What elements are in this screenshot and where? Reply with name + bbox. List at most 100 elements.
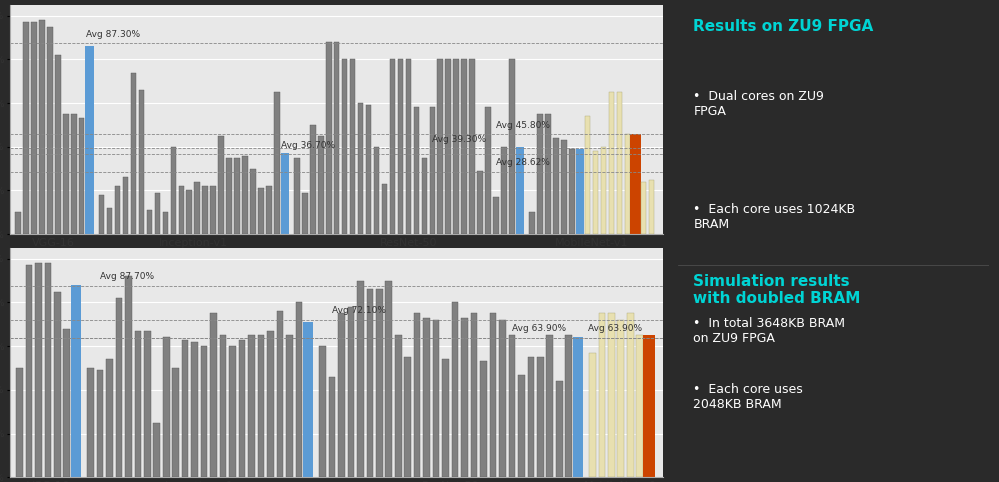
Bar [116,298,122,477]
Bar [561,140,566,234]
Bar [478,171,483,234]
Bar [258,335,265,477]
Bar [201,346,208,477]
Bar [443,359,449,477]
Bar [310,125,316,234]
Bar [294,158,300,234]
Bar [123,177,128,234]
Bar [627,313,633,477]
Bar [274,92,280,234]
Bar [486,107,491,234]
Bar [182,340,189,477]
Bar [71,114,77,234]
Bar [386,281,392,477]
Bar [553,138,558,234]
Bar [173,368,179,477]
Bar [598,313,605,477]
Bar [494,197,499,234]
Bar [147,210,152,234]
Bar [500,320,505,477]
Bar [342,59,348,234]
Text: Simulation results
with doubled BRAM: Simulation results with doubled BRAM [693,274,861,307]
Bar [64,329,70,477]
Bar [589,353,595,477]
Bar [367,289,374,477]
Bar [617,320,624,477]
Text: •  Dual cores on ZU9
FPGA: • Dual cores on ZU9 FPGA [693,90,824,118]
Bar [462,59,467,234]
Bar [277,311,283,477]
Bar [422,158,428,234]
Bar [155,193,160,234]
Bar [584,116,590,234]
Bar [462,318,468,477]
Bar [266,186,272,234]
Bar [636,335,643,477]
Bar [334,42,340,234]
Bar [139,90,144,234]
Text: •  In total 3648KB BRAM
on ZU9 FPGA: • In total 3648KB BRAM on ZU9 FPGA [693,317,845,345]
Text: •  Each core uses
2048KB BRAM: • Each core uses 2048KB BRAM [693,383,803,411]
Text: Avg 45.80%: Avg 45.80% [497,120,550,130]
Bar [433,320,440,477]
Bar [229,346,236,477]
Text: Avg 63.90%: Avg 63.90% [587,324,641,333]
Text: Avg 39.30%: Avg 39.30% [433,135,487,144]
Bar [220,335,227,477]
Bar [219,136,224,234]
Bar [39,20,45,234]
Bar [390,59,396,234]
Bar [406,59,412,234]
Bar [438,59,444,234]
Bar [286,335,293,477]
Bar [281,153,289,234]
Bar [630,134,640,234]
Bar [125,276,132,477]
Bar [537,114,542,234]
Bar [575,149,583,234]
Bar [395,335,402,477]
Bar [97,370,103,477]
Bar [131,72,136,234]
Bar [203,186,208,234]
Bar [86,46,94,234]
Bar [179,186,184,234]
Bar [624,134,630,234]
Bar [537,357,543,477]
Bar [302,193,308,234]
Bar [15,212,21,234]
Bar [446,59,451,234]
Bar [319,346,326,477]
Bar [405,357,411,477]
Bar [195,182,200,234]
Bar [107,208,112,234]
Bar [518,375,524,477]
Bar [45,263,51,477]
Bar [338,313,345,477]
Bar [430,107,436,234]
Bar [211,186,216,234]
Bar [54,292,61,477]
Bar [376,289,383,477]
Bar [243,156,248,234]
Bar [529,212,534,234]
Bar [546,335,553,477]
Bar [235,158,240,234]
Bar [329,377,336,477]
Bar [509,59,514,234]
Bar [481,362,487,477]
Bar [192,342,198,477]
Bar [267,331,274,477]
Bar [643,335,655,477]
Bar [414,313,421,477]
Bar [608,92,614,234]
Bar [187,190,192,234]
Text: Avg 87.70%: Avg 87.70% [100,272,154,281]
Bar [47,27,53,234]
Bar [600,147,606,234]
Bar [79,119,85,234]
Bar [163,337,170,477]
Bar [154,423,160,477]
Bar [55,55,61,234]
Bar [592,151,598,234]
